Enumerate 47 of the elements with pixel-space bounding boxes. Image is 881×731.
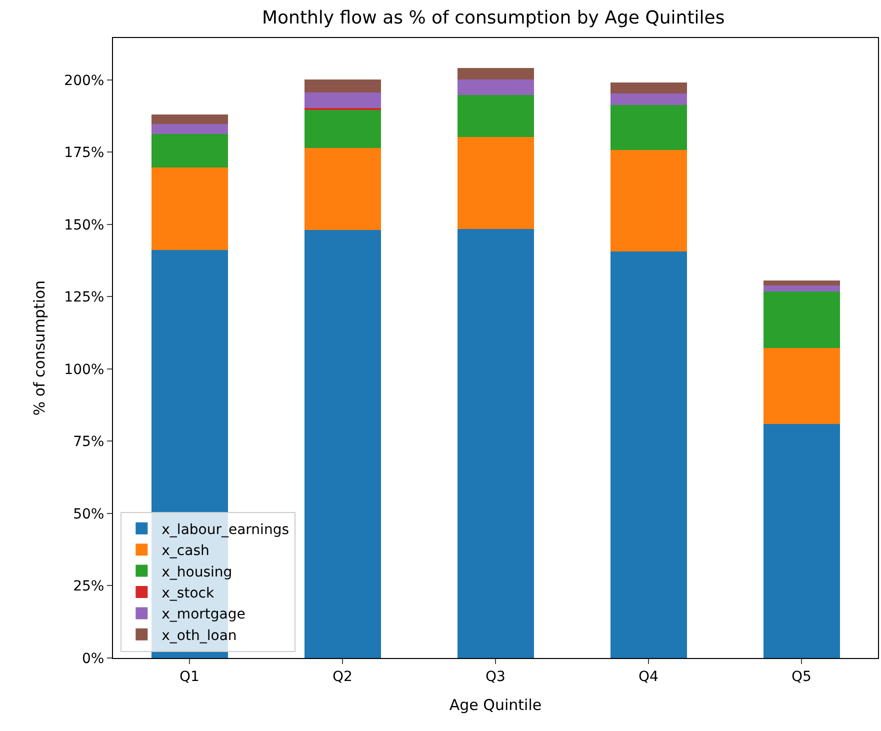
y-tick-label: 150% <box>64 217 104 234</box>
legend-label: x_stock <box>162 585 215 602</box>
bar <box>457 79 534 96</box>
bar <box>610 94 687 106</box>
legend-label: x_mortgage <box>162 606 246 623</box>
legend-label: x_oth_loan <box>162 628 237 644</box>
bar <box>610 150 687 252</box>
bar <box>610 105 687 150</box>
legend-label: x_housing <box>162 564 232 580</box>
bar <box>610 82 687 94</box>
y-axis-title: % of consumption <box>30 280 48 416</box>
y-tick-label: 25% <box>73 578 104 595</box>
bar <box>457 137 534 230</box>
bar <box>151 114 228 124</box>
x-axis-title: Age Quintile <box>449 696 542 714</box>
bar <box>151 134 228 168</box>
bar <box>151 167 228 250</box>
legend-label: x_labour_earnings <box>162 522 290 538</box>
x-tick-label: Q1 <box>180 668 200 685</box>
y-tick-label: 125% <box>64 290 104 306</box>
chart-title: Monthly flow as % of consumption by Age Quintiles <box>262 8 725 29</box>
y-tick-label: 200% <box>64 72 104 89</box>
y-tick-label: 100% <box>64 362 104 378</box>
bar <box>610 252 687 658</box>
x-tick-label: Q3 <box>486 668 506 685</box>
y-tick-label: 75% <box>73 434 104 450</box>
bar <box>304 110 381 148</box>
bar <box>304 92 381 108</box>
bar <box>763 424 840 658</box>
bar <box>304 79 381 92</box>
y-tick-label: 175% <box>64 145 104 162</box>
bar <box>763 291 840 348</box>
x-tick-label: Q2 <box>332 668 352 685</box>
bar <box>151 124 228 134</box>
bar <box>763 280 840 286</box>
bar <box>763 348 840 424</box>
bar <box>304 230 381 658</box>
bar <box>763 286 840 292</box>
bar <box>457 229 534 658</box>
legend-label: x_cash <box>162 543 210 560</box>
x-tick-label: Q4 <box>638 668 659 685</box>
y-tick-label: 0% <box>82 650 104 667</box>
y-tick-label: 50% <box>73 506 104 522</box>
bar <box>457 95 534 138</box>
x-tick-label: Q5 <box>792 668 812 685</box>
bar <box>457 68 534 80</box>
bar <box>304 148 381 230</box>
